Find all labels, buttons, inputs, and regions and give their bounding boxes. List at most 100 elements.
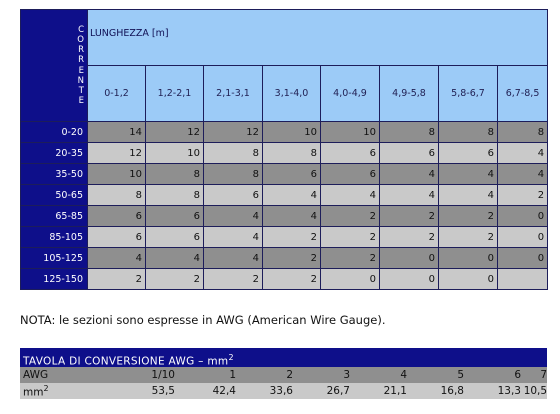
- awg-cell: 4: [496, 142, 549, 164]
- awg-cell: 2: [379, 205, 439, 227]
- current-axis-header: C O R R E N T E: [20, 9, 88, 122]
- awg-cell: 4: [320, 184, 380, 206]
- table-row: 125-150 2 2 2 2 0 0 0: [20, 268, 549, 290]
- awg-cell: 0: [379, 247, 439, 269]
- awg-cell: 0: [438, 268, 498, 290]
- mm-value-cell: 53,5: [80, 383, 175, 399]
- current-range-label: 0-20: [20, 121, 88, 143]
- note-text: NOTA: le sezioni sono espresse in AWG (A…: [20, 313, 386, 327]
- conversion-title: TAVOLA DI CONVERSIONE AWG – mm2: [20, 348, 548, 367]
- awg-value-cell: 2: [236, 367, 293, 383]
- awg-cell: 0: [320, 268, 380, 290]
- awg-cell: 10: [145, 142, 204, 164]
- awg-cell: [496, 268, 549, 290]
- awg-cell: 6: [87, 205, 146, 227]
- awg-cell: 0: [496, 247, 549, 269]
- mm-value-cell: 42,4: [175, 383, 236, 399]
- mm-value-cell: 21,1: [350, 383, 407, 399]
- awg-cell: 0: [438, 247, 498, 269]
- current-range-label: 125-150: [20, 268, 88, 290]
- awg-cell: 4: [203, 226, 263, 248]
- length-range-header: 3,1-4,0: [262, 65, 321, 122]
- awg-cell: 4: [262, 184, 321, 206]
- awg-cell: 12: [203, 121, 263, 143]
- length-range-header: 1,2-2,1: [145, 65, 204, 122]
- awg-cell: 2: [438, 205, 498, 227]
- wire-section-table: C O R R E N T E LUNGHEZZA [m] 0-1,2 1,2-2…: [20, 9, 549, 290]
- awg-cell: 8: [203, 163, 263, 185]
- awg-cell: 10: [262, 121, 321, 143]
- awg-row-label: AWG: [20, 367, 80, 383]
- current-letter: C: [78, 25, 84, 36]
- awg-value-cell: 5: [407, 367, 464, 383]
- current-range-label: 105-125: [20, 247, 88, 269]
- awg-cell: 12: [145, 121, 204, 143]
- mm-label-text: mm: [23, 386, 44, 399]
- table-row: 65-85 6 6 4 4 2 2 2 0: [20, 205, 549, 227]
- current-range-label: 35-50: [20, 163, 88, 185]
- awg-cell: 2: [320, 247, 380, 269]
- awg-cell: 8: [496, 121, 549, 143]
- awg-value-cell: 3: [293, 367, 350, 383]
- awg-cell: 4: [203, 205, 263, 227]
- awg-cell: 2: [320, 205, 380, 227]
- awg-cell: 8: [145, 163, 204, 185]
- length-range-header: 2,1-3,1: [203, 65, 263, 122]
- awg-cell: 2: [262, 247, 321, 269]
- awg-cell: 4: [438, 163, 498, 185]
- awg-cell: 0: [379, 268, 439, 290]
- table-row: 105-125 4 4 4 2 2 0 0 0: [20, 247, 549, 269]
- awg-cell: 6: [438, 142, 498, 164]
- mm-value-cell: 33,6: [236, 383, 293, 399]
- awg-value-cell: 7: [521, 367, 548, 383]
- awg-cell: 6: [203, 184, 263, 206]
- awg-cell: 8: [262, 142, 321, 164]
- current-range-label: 65-85: [20, 205, 88, 227]
- table-row: 0-20 14 12 12 10 10 8 8 8: [20, 121, 549, 143]
- mm-row-label: mm2: [20, 383, 80, 399]
- awg-cell: 0: [496, 205, 549, 227]
- awg-value-cell: 1/10: [80, 367, 175, 383]
- awg-cell: 2: [203, 268, 263, 290]
- awg-cell: 8: [438, 121, 498, 143]
- awg-cell: 6: [379, 142, 439, 164]
- awg-cell: 0: [496, 226, 549, 248]
- awg-cell: 6: [87, 226, 146, 248]
- current-letter: E: [78, 65, 84, 76]
- awg-cell: 2: [320, 226, 380, 248]
- awg-conversion-table: TAVOLA DI CONVERSIONE AWG – mm2 AWG 1/10…: [20, 348, 548, 399]
- awg-cell: 10: [87, 163, 146, 185]
- table-row: 35-50 10 8 8 6 6 4 4 4: [20, 163, 549, 185]
- awg-cell: 8: [145, 184, 204, 206]
- current-letter: N: [77, 75, 84, 86]
- current-range-label: 85-105: [20, 226, 88, 248]
- awg-cell: 4: [379, 163, 439, 185]
- awg-cell: 4: [87, 247, 146, 269]
- awg-cell: 8: [203, 142, 263, 164]
- awg-cell: 2: [145, 268, 204, 290]
- current-range-label: 20-35: [20, 142, 88, 164]
- awg-value-cell: 1: [175, 367, 236, 383]
- awg-cell: 6: [145, 205, 204, 227]
- length-range-header: 4,9-5,8: [379, 65, 439, 122]
- awg-cell: 2: [496, 184, 549, 206]
- length-range-header: 5,8-6,7: [438, 65, 498, 122]
- awg-cell: 8: [379, 121, 439, 143]
- awg-cell: 6: [320, 142, 380, 164]
- current-letter: E: [78, 95, 84, 106]
- awg-cell: 2: [262, 268, 321, 290]
- mm-value-cell: 13,3: [464, 383, 521, 399]
- length-range-header: 4,0-4,9: [320, 65, 380, 122]
- mm-value-cell: 16,8: [407, 383, 464, 399]
- awg-cell: 12: [87, 142, 146, 164]
- mm-label-sup: 2: [43, 383, 49, 393]
- table-row: 20-35 12 10 8 8 6 6 6 4: [20, 142, 549, 164]
- conversion-title-sup: 2: [228, 352, 234, 362]
- awg-cell: 2: [438, 226, 498, 248]
- awg-cell: 10: [320, 121, 380, 143]
- awg-value-cell: 6: [464, 367, 521, 383]
- length-range-header: 0-1,2: [87, 65, 146, 122]
- length-range-header: 6,7-8,5: [496, 65, 549, 122]
- current-letter: T: [78, 85, 84, 96]
- awg-cell: 4: [203, 247, 263, 269]
